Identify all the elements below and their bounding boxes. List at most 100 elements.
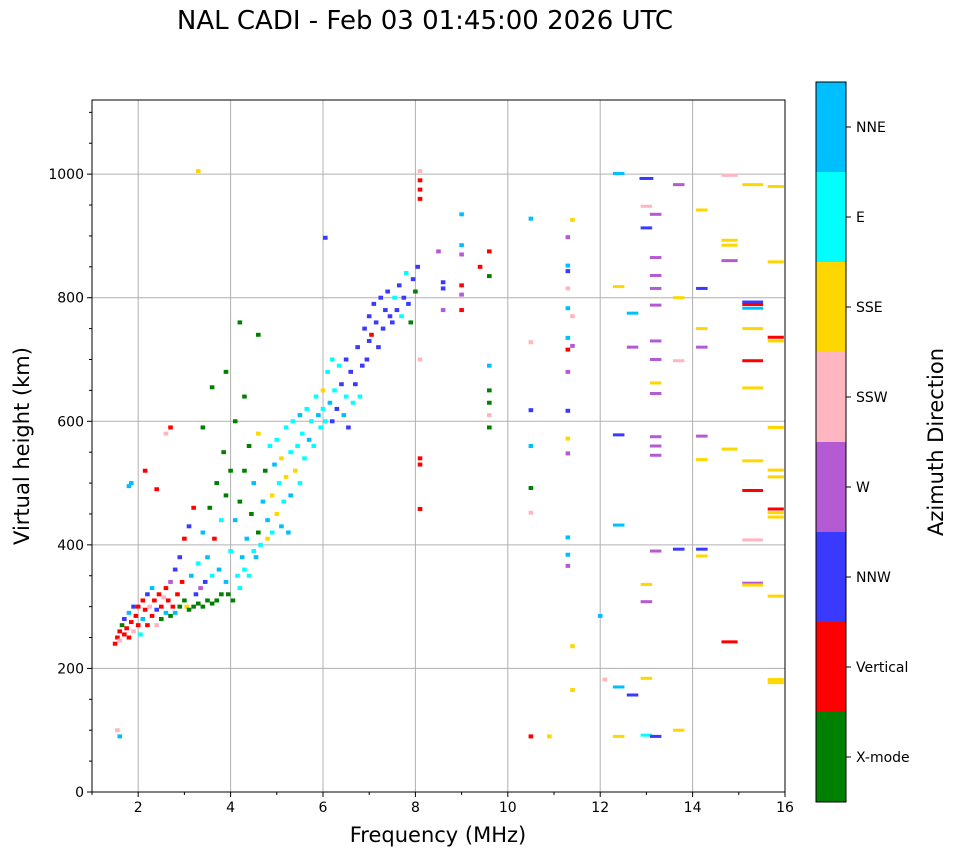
data-point-x-mode bbox=[225, 592, 231, 597]
data-point-w bbox=[721, 259, 738, 263]
data-point-sse bbox=[767, 681, 784, 685]
data-point-e bbox=[332, 388, 337, 393]
data-point-vertical bbox=[182, 536, 187, 541]
data-point-x-mode bbox=[221, 450, 226, 455]
y-tick-label: 1000 bbox=[48, 167, 84, 183]
data-points bbox=[112, 169, 784, 739]
data-point-x-mode bbox=[242, 468, 247, 473]
data-point-x-mode bbox=[207, 505, 213, 510]
data-point-ssw bbox=[570, 314, 575, 319]
data-point-nnw bbox=[528, 408, 534, 413]
x-tick-label: 6 bbox=[319, 800, 328, 816]
colorbar-segment bbox=[816, 262, 846, 352]
data-point-nne bbox=[742, 306, 764, 310]
data-point-sse bbox=[649, 381, 662, 385]
data-point-vertical bbox=[742, 303, 764, 307]
y-tick-label: 600 bbox=[57, 414, 84, 430]
data-point-x-mode bbox=[242, 394, 247, 399]
data-point-x-mode bbox=[232, 419, 238, 424]
data-point-x-mode bbox=[262, 468, 268, 473]
data-point-w bbox=[626, 345, 639, 349]
data-point-vertical bbox=[721, 640, 738, 644]
data-point-nne bbox=[565, 306, 571, 311]
data-point-w bbox=[565, 563, 571, 568]
x-tick-label: 4 bbox=[226, 800, 235, 816]
data-point-x-mode bbox=[219, 592, 224, 597]
data-point-e bbox=[258, 542, 263, 547]
data-point-nne bbox=[149, 586, 155, 591]
data-point-sse bbox=[570, 688, 575, 693]
data-point-w bbox=[742, 581, 764, 585]
data-point-w bbox=[649, 303, 662, 307]
data-point-x-mode bbox=[186, 607, 192, 612]
data-point-vertical bbox=[112, 641, 118, 646]
data-point-nnw bbox=[353, 382, 358, 387]
data-point-ssw bbox=[528, 510, 534, 515]
data-point-ssw bbox=[721, 173, 738, 177]
data-point-vertical bbox=[163, 586, 169, 591]
data-point-nne bbox=[239, 555, 245, 560]
data-point-e bbox=[297, 481, 303, 486]
data-point-sse bbox=[696, 554, 708, 558]
data-point-w bbox=[696, 345, 708, 349]
data-point-nnw bbox=[373, 320, 379, 325]
data-point-vertical bbox=[156, 592, 162, 597]
colorbar-tick-label: X-mode bbox=[856, 750, 910, 766]
data-point-nnw bbox=[626, 693, 639, 697]
data-point-e bbox=[329, 357, 335, 362]
data-point-w bbox=[649, 549, 662, 553]
data-point-nnw bbox=[385, 289, 390, 294]
data-point-nnw bbox=[383, 308, 388, 313]
data-point-e bbox=[237, 586, 243, 591]
data-point-nnw bbox=[565, 408, 571, 413]
data-point-vertical bbox=[369, 332, 374, 337]
data-point-ssw bbox=[487, 413, 492, 418]
axes: 2 4 6 8 10 12 14 16 0 200 400 600 800 1000 bbox=[48, 111, 794, 816]
data-point-nnw bbox=[396, 283, 402, 288]
data-point-nne bbox=[244, 536, 250, 541]
data-point-nnw bbox=[172, 567, 178, 572]
data-point-e bbox=[246, 573, 252, 578]
x-axis-label: Frequency (MHz) bbox=[350, 823, 526, 847]
data-point-vertical bbox=[152, 598, 157, 603]
data-point-sse bbox=[767, 511, 784, 515]
data-point-sse bbox=[742, 459, 764, 463]
data-point-sse bbox=[721, 243, 738, 247]
data-point-sse bbox=[672, 296, 685, 300]
data-point-w bbox=[649, 286, 662, 290]
data-point-x-mode bbox=[237, 499, 243, 504]
data-point-vertical bbox=[767, 507, 784, 511]
data-point-vertical bbox=[142, 607, 148, 612]
data-point-w bbox=[565, 451, 571, 456]
data-point-vertical bbox=[459, 308, 464, 313]
data-point-sse bbox=[269, 493, 275, 498]
data-point-sse bbox=[640, 582, 653, 586]
data-point-nnw bbox=[193, 592, 199, 597]
data-point-e bbox=[336, 363, 342, 368]
data-point-x-mode bbox=[528, 486, 534, 491]
data-point-sse bbox=[767, 475, 784, 479]
colorbar-tick-label: Vertical bbox=[856, 660, 908, 676]
data-point-vertical bbox=[742, 488, 764, 492]
data-point-nnw bbox=[640, 226, 653, 230]
data-point-w bbox=[649, 435, 662, 439]
data-point-nnw bbox=[339, 382, 344, 387]
data-point-w bbox=[649, 339, 662, 343]
data-point-e bbox=[242, 567, 247, 572]
data-point-nne bbox=[565, 335, 571, 340]
data-point-nnw bbox=[362, 326, 367, 331]
data-point-ssw bbox=[147, 604, 153, 609]
data-point-nnw bbox=[366, 314, 372, 319]
data-point-nne bbox=[189, 573, 194, 578]
data-point-nnw bbox=[346, 425, 351, 430]
data-point-e bbox=[299, 431, 305, 436]
data-point-nnw bbox=[334, 406, 340, 411]
data-point-vertical bbox=[115, 635, 120, 640]
data-point-sse bbox=[320, 388, 326, 393]
data-point-nne bbox=[140, 617, 146, 621]
data-point-sse bbox=[612, 285, 625, 289]
data-point-x-mode bbox=[191, 604, 196, 609]
data-point-x-mode bbox=[487, 425, 492, 430]
data-point-nne bbox=[626, 311, 639, 315]
data-point-nne bbox=[253, 555, 259, 560]
